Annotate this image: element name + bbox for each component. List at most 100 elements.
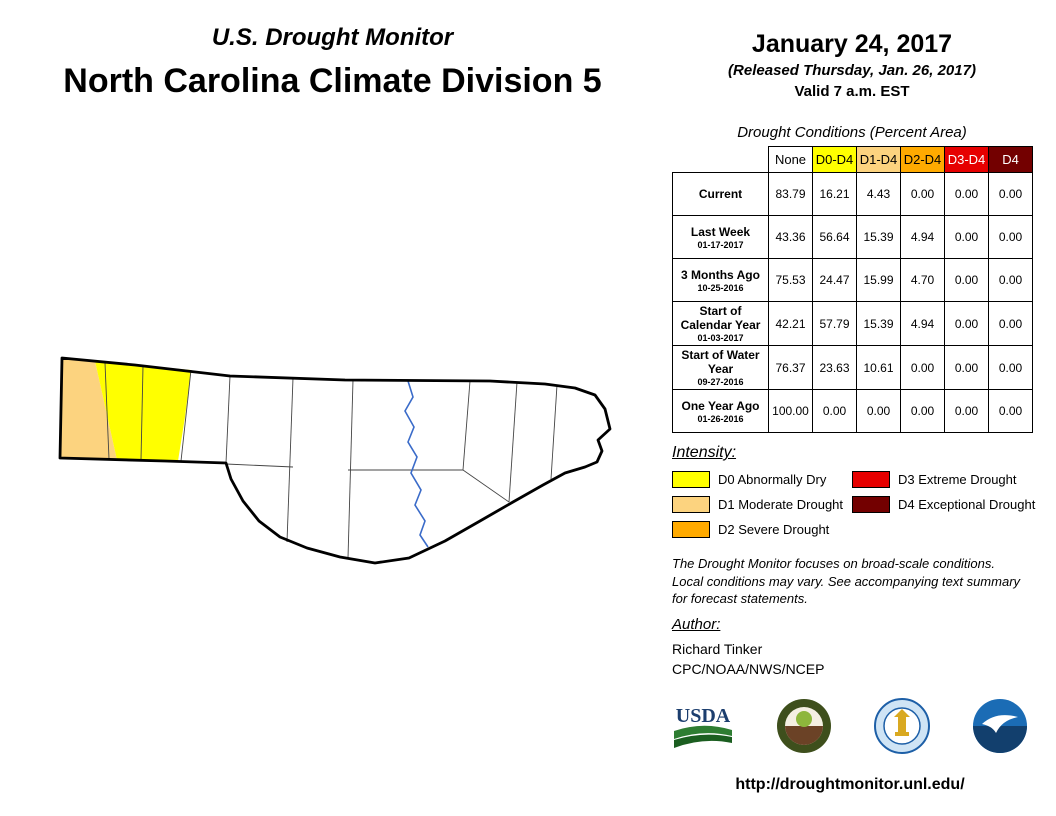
cell-value: 0.00 — [988, 345, 1033, 390]
legend-label: D0 Abnormally Dry — [718, 472, 827, 487]
disclaimer-line: Local conditions may vary. See accompany… — [672, 573, 1021, 589]
d3-swatch — [852, 471, 890, 488]
row-label-text: Current — [698, 186, 743, 201]
cell-value: 24.47 — [812, 258, 857, 302]
cell-value: 15.39 — [856, 215, 901, 259]
cell-value: 76.37 — [768, 345, 813, 390]
cell-value: 4.43 — [856, 172, 901, 216]
table-row-one-year-ago: One Year Ago 01-26-2016 100.00 0.00 0.00… — [672, 389, 1033, 433]
row-label-text: Start of Calendar Year — [680, 304, 761, 332]
intensity-legend: Intensity: D0 Abnormally Dry D1 Moderate… — [672, 444, 1040, 546]
disclaimer-text: The Drought Monitor focuses on broad-sca… — [672, 555, 1020, 608]
table-title: Drought Conditions (Percent Area) — [737, 124, 967, 141]
corner-cell — [673, 147, 769, 173]
cell-value: 0.00 — [944, 258, 989, 302]
cell-value: 15.39 — [856, 301, 901, 346]
row-label: One Year Ago 01-26-2016 — [672, 389, 769, 433]
row-label: Start of Water Year 09-27-2016 — [672, 345, 769, 390]
author-name: Richard Tinker — [672, 641, 763, 657]
logo-row: USDA — [672, 696, 1028, 756]
cell-value: 0.00 — [988, 215, 1033, 259]
d1-swatch — [672, 496, 710, 513]
cell-value: 4.94 — [900, 301, 945, 346]
legend-label: D2 Severe Drought — [718, 522, 830, 537]
noaa-logo — [973, 699, 1027, 753]
d4-swatch — [852, 496, 890, 513]
cell-value: 0.00 — [944, 389, 989, 433]
valid-time: Valid 7 a.m. EST — [794, 83, 910, 100]
table-row-last-week: Last Week 01-17-2017 43.36 56.64 15.39 4… — [672, 215, 1033, 259]
row-label-date: 01-03-2017 — [697, 333, 744, 343]
release-date: (Released Thursday, Jan. 26, 2017) — [728, 62, 976, 79]
usda-logo: USDA — [674, 705, 732, 748]
legend-item-d1: D1 Moderate Drought — [672, 496, 852, 513]
row-label-date: 01-17-2017 — [697, 239, 744, 250]
region-title: North Carolina Climate Division 5 — [63, 62, 602, 100]
cell-value: 0.00 — [988, 301, 1033, 346]
author-heading: Author: — [672, 616, 721, 633]
title-block: U.S. Drought Monitor North Carolina Clim… — [0, 24, 665, 101]
cell-value: 0.00 — [856, 389, 901, 433]
cell-value: 4.94 — [900, 215, 945, 259]
row-label-date: 10-25-2016 — [697, 282, 744, 293]
cell-value: 0.00 — [900, 389, 945, 433]
row-label-date: 01-26-2016 — [697, 413, 744, 424]
cell-value: 83.79 — [768, 172, 813, 216]
cell-value: 75.53 — [768, 258, 813, 302]
report-date: January 24, 2017 — [751, 30, 953, 58]
table-row-current: Current 83.79 16.21 4.43 0.00 0.00 0.00 — [672, 172, 1033, 216]
legend-label: D3 Extreme Drought — [898, 472, 1017, 487]
cell-value: 0.00 — [900, 172, 945, 216]
row-label: Last Week 01-17-2017 — [672, 215, 769, 259]
cell-value: 56.64 — [812, 215, 857, 259]
col-header-d1-d4: D1-D4 — [856, 146, 901, 173]
col-header-d3-d4: D3-D4 — [944, 146, 989, 173]
cell-value: 0.00 — [900, 345, 945, 390]
legend-label: D4 Exceptional Drought — [898, 497, 1036, 512]
cell-value: 42.21 — [768, 301, 813, 346]
table-row-start-water-year: Start of Water Year 09-27-2016 76.37 23.… — [672, 345, 1033, 390]
river — [404, 380, 429, 548]
author-block: Author: Richard Tinker CPC/NOAA/NWS/NCEP — [672, 616, 824, 677]
cell-value: 100.00 — [768, 389, 813, 433]
ndmc-logo — [777, 699, 831, 753]
row-label: Current — [672, 172, 769, 216]
cell-value: 23.63 — [812, 345, 857, 390]
unl-seal-logo — [874, 698, 930, 754]
cell-value: 0.00 — [988, 172, 1033, 216]
climate-division-map — [58, 356, 612, 565]
cell-value: 10.61 — [856, 345, 901, 390]
county-boundaries — [104, 362, 558, 559]
cell-value: 0.00 — [988, 389, 1033, 433]
col-header-none: None — [768, 146, 813, 173]
table-header-row: None D0-D4 D1-D4 D2-D4 D3-D4 D4 — [673, 146, 1033, 173]
legend-title: Intensity: — [672, 444, 737, 461]
col-header-d0-d4: D0-D4 — [812, 146, 857, 173]
cell-value: 0.00 — [988, 258, 1033, 302]
disclaimer-line: for forecast statements. — [672, 591, 808, 607]
cell-value: 4.70 — [900, 258, 945, 302]
legend-item-d0: D0 Abnormally Dry — [672, 471, 852, 488]
row-label-text: Start of Water Year — [681, 348, 760, 376]
disclaimer-line: The Drought Monitor focuses on broad-sca… — [672, 556, 996, 571]
legend-item-d3: D3 Extreme Drought — [852, 471, 1040, 488]
legend-item-d4: D4 Exceptional Drought — [852, 496, 1040, 513]
map-d1-region — [60, 358, 117, 460]
table-row-3-months-ago: 3 Months Ago 10-25-2016 75.53 24.47 15.9… — [672, 258, 1033, 302]
cell-value: 15.99 — [856, 258, 901, 302]
cell-value: 43.36 — [768, 215, 813, 259]
row-label-text: 3 Months Ago — [681, 267, 760, 282]
usda-logo-text: USDA — [676, 705, 731, 727]
drought-conditions-table: None D0-D4 D1-D4 D2-D4 D3-D4 D4 Current … — [672, 146, 1033, 433]
cell-value: 0.00 — [944, 301, 989, 346]
legend-item-d2: D2 Severe Drought — [672, 521, 852, 538]
row-label-date: 09-27-2016 — [697, 377, 744, 387]
row-label: Start of Calendar Year 01-03-2017 — [672, 301, 769, 346]
monitor-title: U.S. Drought Monitor — [211, 24, 454, 51]
drought-monitor-url[interactable]: http://droughtmonitor.unl.edu/ — [735, 776, 965, 793]
row-label: 3 Months Ago 10-25-2016 — [672, 258, 769, 302]
d0-swatch — [672, 471, 710, 488]
date-block: January 24, 2017 (Released Thursday, Jan… — [676, 30, 1028, 100]
map-d0-region — [95, 361, 191, 461]
